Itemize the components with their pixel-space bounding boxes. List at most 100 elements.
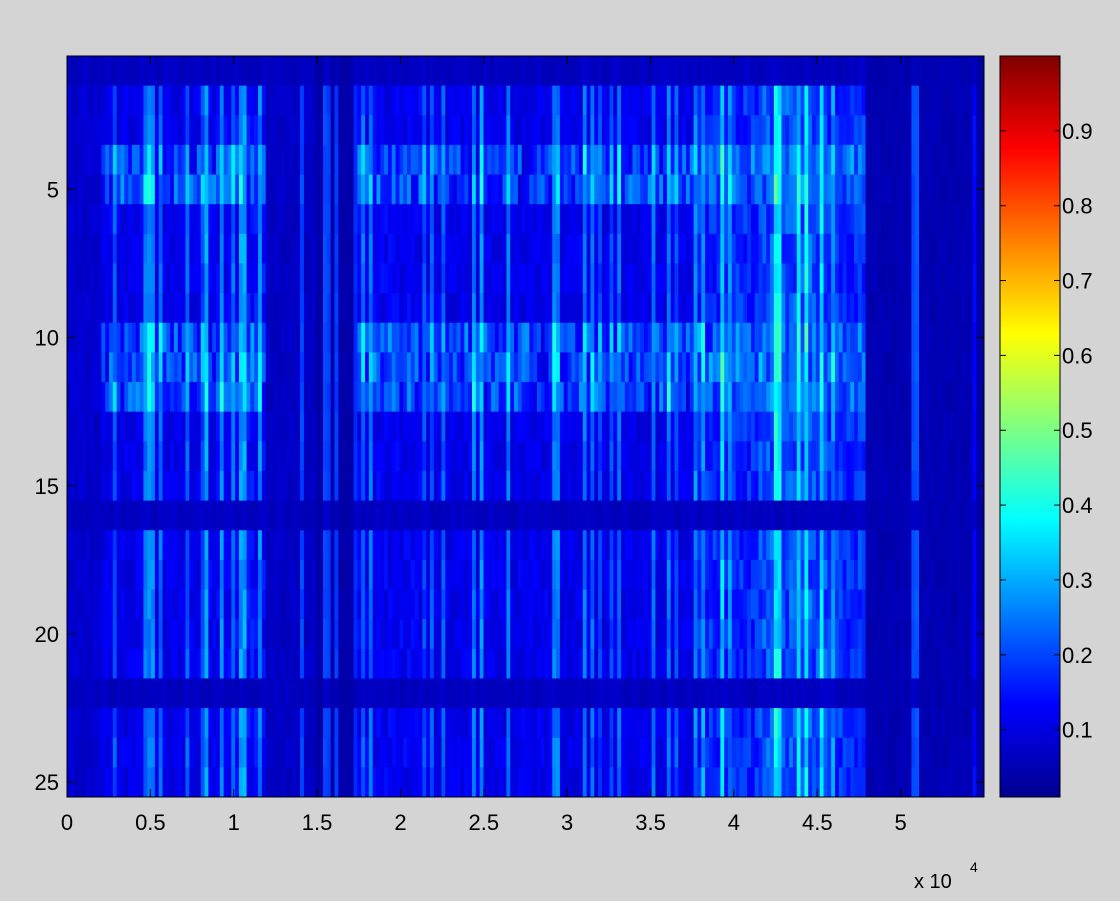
heatmap-cell [181,174,186,205]
heatmap-cell [567,500,572,531]
heatmap-cell [464,352,469,383]
heatmap-cell [414,559,419,590]
heatmap-cell [265,470,270,501]
heatmap-cell [728,382,733,413]
heatmap-cell [640,85,645,116]
heatmap-cell [422,263,427,294]
heatmap-cell [311,678,316,709]
heatmap-cell [491,530,496,561]
heatmap-cell [812,767,817,798]
heatmap-cell [452,767,458,798]
heatmap-cell [739,559,744,590]
heatmap-cell [166,589,171,620]
heatmap-cell [781,619,786,650]
heatmap-cell [338,441,343,472]
heatmap-cell [181,85,186,116]
heatmap-cell [143,500,148,531]
heatmap-cell [250,737,255,768]
heatmap-cell [571,441,576,472]
heatmap-cell [246,470,251,501]
heatmap-cell [762,767,767,798]
heatmap-cell [735,56,740,87]
heatmap-cell [636,648,641,679]
heatmap-cell [403,767,408,798]
heatmap-cell [716,382,721,413]
heatmap-cell [170,411,175,442]
heatmap-cell [464,233,469,264]
heatmap-cell [101,322,106,353]
heatmap-cell [414,204,419,235]
heatmap-cell [170,767,175,798]
heatmap-cell [147,204,152,235]
heatmap-cell [628,322,633,353]
heatmap-cell [387,589,393,620]
heatmap-cell [353,85,358,116]
heatmap-cell [86,352,91,383]
heatmap-cell [624,559,630,590]
heatmap-cell [460,678,465,709]
heatmap-cell [158,263,163,294]
heatmap-cell [280,85,286,116]
heatmap-cell [804,737,809,768]
heatmap-cell [277,115,282,146]
heatmap-cell [422,115,427,146]
heatmap-cell [303,144,309,175]
heatmap-cell [739,619,744,650]
heatmap-cell [143,411,148,442]
heatmap-cell [594,233,599,264]
heatmap-cell [208,174,213,205]
heatmap-cell [640,322,645,353]
heatmap-cell [105,322,110,353]
heatmap-cell [422,56,427,87]
heatmap-cell [303,470,309,501]
heatmap-cell [632,708,637,739]
heatmap-cell [250,619,255,650]
heatmap-cell [517,115,523,146]
heatmap-cell [120,737,125,768]
heatmap-cell [185,441,190,472]
heatmap-cell [701,411,706,442]
heatmap-cell [158,559,163,590]
heatmap-cell [624,441,630,472]
heatmap-cell [640,263,645,294]
heatmap-cell [311,56,316,87]
heatmap-cell [391,619,396,650]
heatmap-cell [97,174,102,205]
heatmap-cell [89,56,95,87]
heatmap-cell [101,500,106,531]
heatmap-cell [311,263,316,294]
heatmap-cell [349,530,354,561]
heatmap-cell [353,737,358,768]
heatmap-cell [609,530,614,561]
heatmap-cell [212,85,217,116]
heatmap-cell [261,441,267,472]
heatmap-cell [70,352,76,383]
heatmap-cell [449,411,454,442]
heatmap-cell [498,678,503,709]
heatmap-cell [414,174,419,205]
heatmap-cell [265,648,270,679]
heatmap-cell [170,589,175,620]
heatmap-cell [636,441,641,472]
heatmap-cell [261,648,267,679]
heatmap-cell [216,648,221,679]
heatmap-cell [330,500,335,531]
heatmap-cell [804,263,809,294]
heatmap-cell [441,56,446,87]
heatmap-cell [823,352,828,383]
heatmap-cell [223,470,228,501]
heatmap-cell [785,530,790,561]
heatmap-cell [135,204,140,235]
heatmap-cell [674,85,679,116]
heatmap-cell [682,56,687,87]
heatmap-cell [750,115,756,146]
heatmap-cell [605,619,610,650]
heatmap-cell [78,530,83,561]
heatmap-cell [323,737,328,768]
heatmap-cell [97,411,102,442]
heatmap-cell [525,144,530,175]
heatmap-cell [792,144,798,175]
heatmap-cell [204,293,209,324]
heatmap-cell [368,322,374,353]
heatmap-cell [651,500,656,531]
